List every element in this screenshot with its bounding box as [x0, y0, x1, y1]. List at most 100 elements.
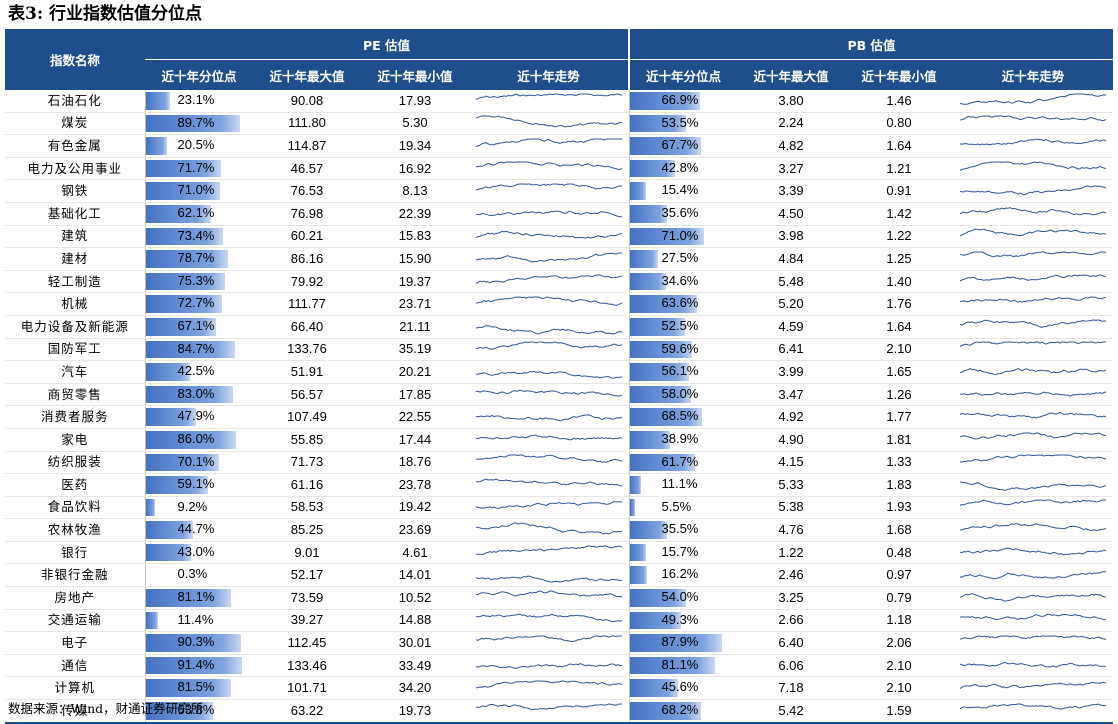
pe-min-value: 17.44	[361, 428, 469, 451]
pe-min-value: 21.11	[361, 315, 469, 338]
pb-trend-cell	[953, 225, 1113, 248]
pe-trend-line	[476, 390, 622, 396]
pe-min-value: 35.19	[361, 338, 469, 361]
pb-trend-sparkline	[960, 205, 1106, 223]
pe-percentile-value: 78.7%	[178, 249, 215, 267]
pe-min-value: 23.69	[361, 519, 469, 542]
pe-percentile-cell: 71.0%	[145, 180, 253, 203]
pe-max-value: 66.40	[253, 315, 361, 338]
pe-min-value: 23.71	[361, 293, 469, 316]
pb-min-value: 1.64	[845, 135, 953, 158]
pb-trend-sparkline	[960, 92, 1106, 110]
pb-trend-line	[960, 572, 1106, 579]
index-name: 国防军工	[5, 338, 145, 361]
pe-trend-cell	[469, 451, 629, 474]
pb-max-value: 1.22	[737, 541, 845, 564]
pe-max-value: 112.45	[253, 632, 361, 655]
pe-percentile-value: 86.0%	[178, 430, 215, 448]
pe-percentile-value: 47.9%	[178, 407, 215, 425]
pe-percentile-value: 59.1%	[178, 475, 215, 493]
header-pb-trend: 近十年走势	[953, 60, 1113, 91]
pb-percentile-cell: 67.7%	[629, 135, 737, 158]
index-name: 钢铁	[5, 180, 145, 203]
pb-trend-cell	[953, 677, 1113, 700]
pb-trend-line	[960, 433, 1106, 439]
pb-percentile-cell: 11.1%	[629, 474, 737, 497]
pb-trend-line	[960, 342, 1106, 347]
pb-percentile-bar	[630, 476, 642, 494]
pe-trend-sparkline	[476, 137, 622, 155]
pb-trend-cell	[953, 202, 1113, 225]
pb-trend-line	[960, 683, 1106, 689]
pe-trend-cell	[469, 180, 629, 203]
pe-trend-sparkline	[476, 702, 622, 720]
pb-percentile-cell: 35.5%	[629, 519, 737, 542]
pe-trend-cell	[469, 654, 629, 677]
pe-trend-line	[476, 455, 622, 462]
pb-trend-line	[960, 524, 1106, 531]
pb-max-value: 3.39	[737, 180, 845, 203]
pb-max-value: 4.82	[737, 135, 845, 158]
header-pb-min: 近十年最小值	[845, 60, 953, 91]
pb-max-value: 5.38	[737, 496, 845, 519]
pe-trend-sparkline	[476, 589, 622, 607]
pb-trend-line	[960, 482, 1106, 490]
pe-trend-cell	[469, 270, 629, 293]
pe-min-value: 19.73	[361, 700, 469, 723]
pb-percentile-cell: 58.0%	[629, 383, 737, 406]
pe-trend-sparkline	[476, 521, 622, 539]
pe-percentile-value: 71.0%	[178, 181, 215, 199]
pb-percentile-value: 27.5%	[662, 249, 699, 267]
pb-percentile-cell: 35.6%	[629, 202, 737, 225]
header-pe-group: PE 估值	[145, 29, 629, 60]
pe-percentile-value: 73.4%	[178, 227, 215, 245]
pb-percentile-value: 34.6%	[662, 272, 699, 290]
pb-max-value: 5.48	[737, 270, 845, 293]
pb-percentile-cell: 52.5%	[629, 315, 737, 338]
pe-min-value: 15.83	[361, 225, 469, 248]
index-name: 计算机	[5, 677, 145, 700]
pb-trend-line	[960, 593, 1106, 601]
index-name: 农林牧渔	[5, 519, 145, 542]
pb-percentile-cell: 68.5%	[629, 406, 737, 429]
pb-trend-line	[960, 275, 1106, 281]
pb-trend-cell	[953, 700, 1113, 723]
pe-percentile-value: 20.5%	[178, 136, 215, 154]
pe-percentile-bar	[146, 137, 168, 155]
pe-trend-cell	[469, 541, 629, 564]
pe-percentile-value: 42.5%	[178, 362, 215, 380]
pe-percentile-cell: 9.2%	[145, 496, 253, 519]
index-name: 建筑	[5, 225, 145, 248]
pe-trend-sparkline	[476, 273, 622, 291]
index-name: 基础化工	[5, 202, 145, 225]
index-name: 电力设备及新能源	[5, 315, 145, 338]
valuation-table-wrap: 指数名称 PE 估值 PB 估值 近十年分位点 近十年最大值 近十年最小值 近十…	[5, 29, 1113, 724]
pb-min-value: 1.18	[845, 609, 953, 632]
pe-percentile-value: 67.1%	[178, 317, 215, 335]
pb-min-value: 0.79	[845, 587, 953, 610]
pb-trend-line	[960, 162, 1106, 171]
pb-trend-line	[960, 662, 1106, 667]
pe-percentile-cell: 20.5%	[145, 135, 253, 158]
header-pb-percentile: 近十年分位点	[629, 60, 737, 91]
pb-trend-cell	[953, 315, 1113, 338]
pe-max-value: 85.25	[253, 519, 361, 542]
pe-max-value: 63.22	[253, 700, 361, 723]
pe-max-value: 55.85	[253, 428, 361, 451]
pe-trend-line	[476, 184, 622, 190]
pe-trend-line	[476, 211, 622, 217]
index-name: 轻工制造	[5, 270, 145, 293]
pb-percentile-cell: 45.6%	[629, 677, 737, 700]
pe-trend-line	[476, 523, 622, 534]
pe-percentile-cell: 11.4%	[145, 609, 253, 632]
pb-percentile-cell: 16.2%	[629, 564, 737, 587]
pb-max-value: 2.46	[737, 564, 845, 587]
